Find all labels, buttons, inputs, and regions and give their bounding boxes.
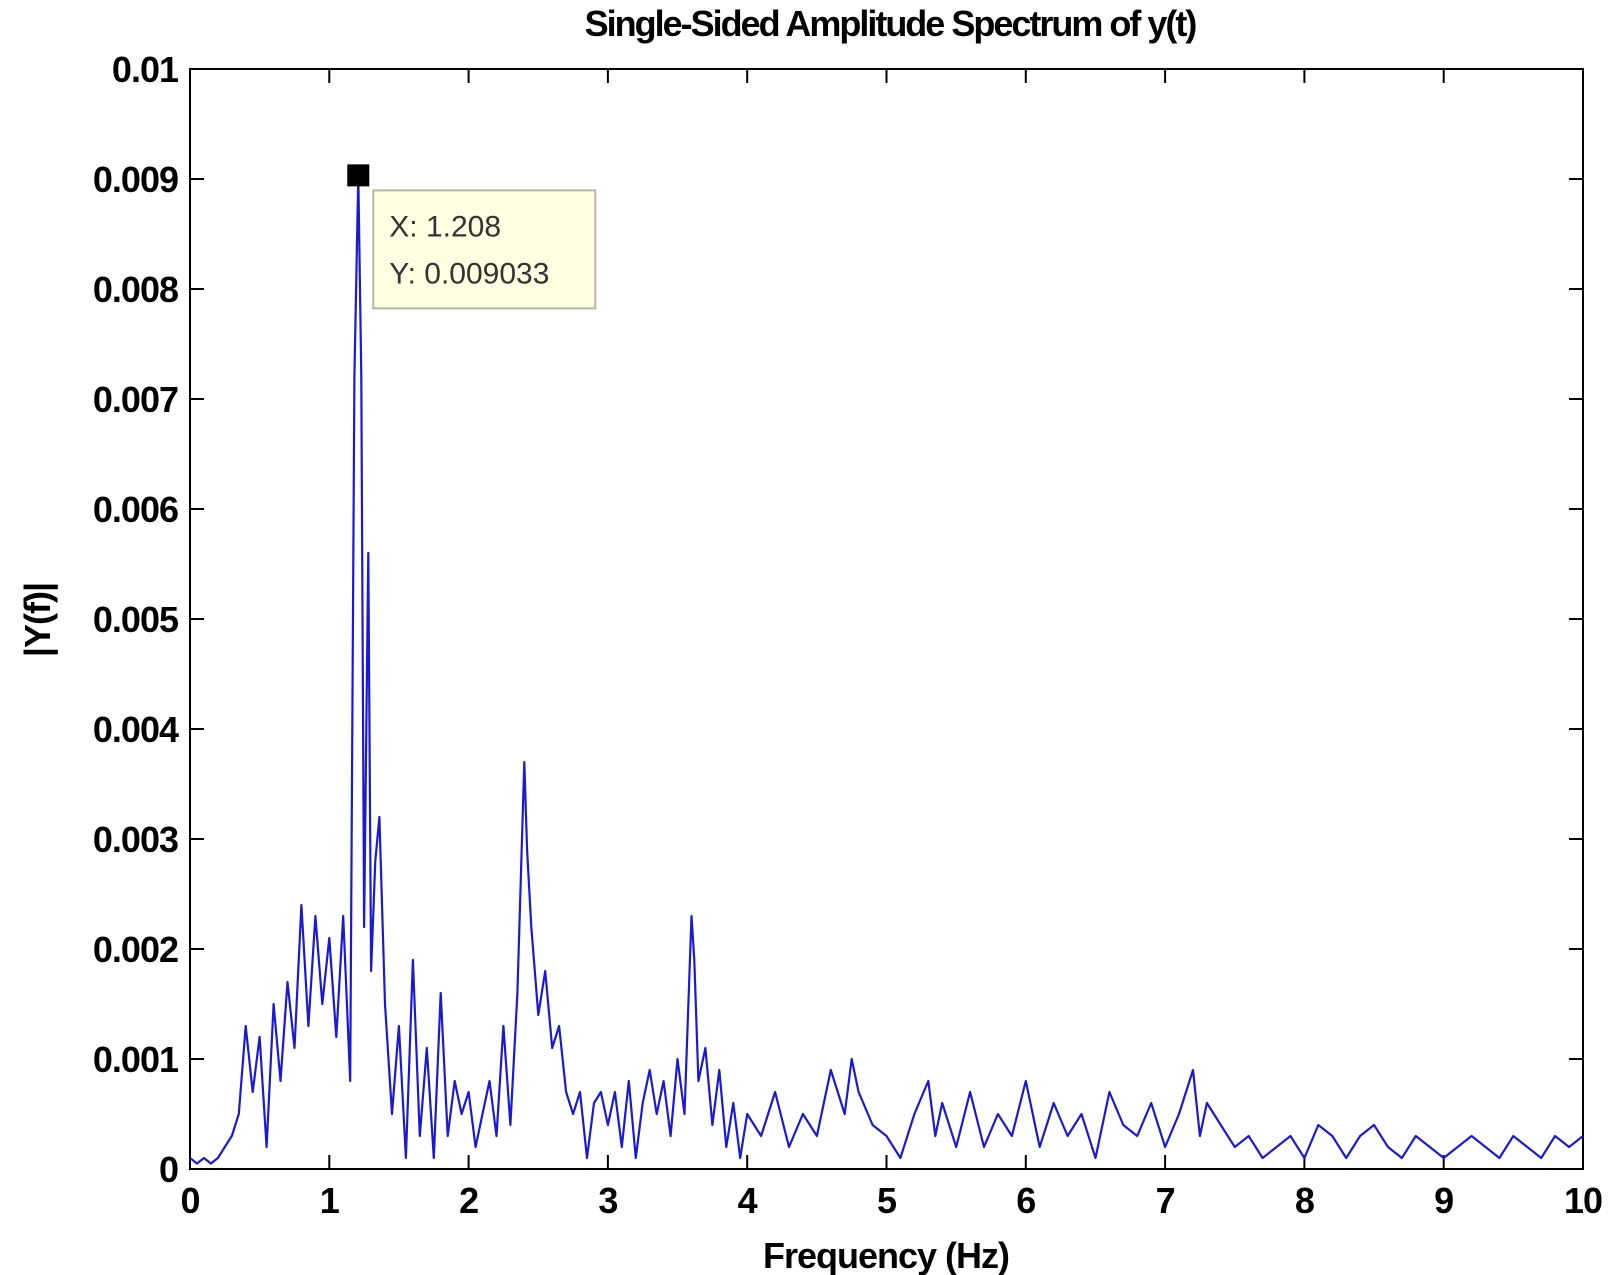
y-axis-label: |Y(f)| — [17, 583, 59, 657]
x-tick-label: 4 — [738, 1180, 758, 1221]
datatip[interactable]: X: 1.208 Y: 0.009033 — [347, 164, 597, 310]
x-tick-label: 1 — [320, 1180, 340, 1221]
y-tick-label: 0.004 — [93, 709, 179, 750]
x-tick-label: 10 — [1564, 1180, 1602, 1221]
tick-labels: 0 1 2 3 4 5 6 7 8 9 10 0 0.001 0.002 0.003 0.004 0.005 0.… — [93, 49, 1603, 1221]
y-tick-label: 0.008 — [93, 269, 178, 310]
x-tick-label: 3 — [598, 1180, 617, 1221]
x-tick-label: 6 — [1016, 1180, 1035, 1221]
y-tick-label: 0.005 — [93, 599, 179, 640]
x-tick-label: 9 — [1434, 1180, 1453, 1221]
x-tick-label: 8 — [1295, 1180, 1314, 1221]
chart-title: Single-Sided Amplitude Spectrum of y(t) — [585, 3, 1197, 44]
datatip-y-text: Y: 0.009033 — [389, 257, 549, 290]
x-tick-label: 2 — [459, 1180, 478, 1221]
y-tick-label: 0 — [159, 1149, 178, 1190]
x-tick-label: 5 — [877, 1180, 897, 1221]
x-tick-label: 7 — [1156, 1180, 1175, 1221]
x-tick-label: 0 — [180, 1180, 199, 1221]
series-group — [189, 174, 1584, 1165]
axis-ticks — [189, 68, 1584, 1170]
datatip-box — [372, 189, 597, 310]
y-tick-label: 0.007 — [93, 379, 178, 420]
y-tick-label: 0.01 — [112, 49, 179, 90]
datatip-marker[interactable] — [347, 164, 370, 187]
y-tick-label: 0.006 — [93, 489, 178, 530]
x-axis-label: Frequency (Hz) — [763, 1235, 1009, 1275]
y-tick-label: 0.001 — [93, 1039, 179, 1080]
y-tick-label: 0.002 — [93, 929, 178, 970]
y-tick-label: 0.009 — [93, 159, 178, 200]
datatip-x-text: X: 1.208 — [389, 210, 501, 243]
y-tick-label: 0.003 — [93, 819, 178, 860]
spectrum-line — [189, 174, 1584, 1165]
